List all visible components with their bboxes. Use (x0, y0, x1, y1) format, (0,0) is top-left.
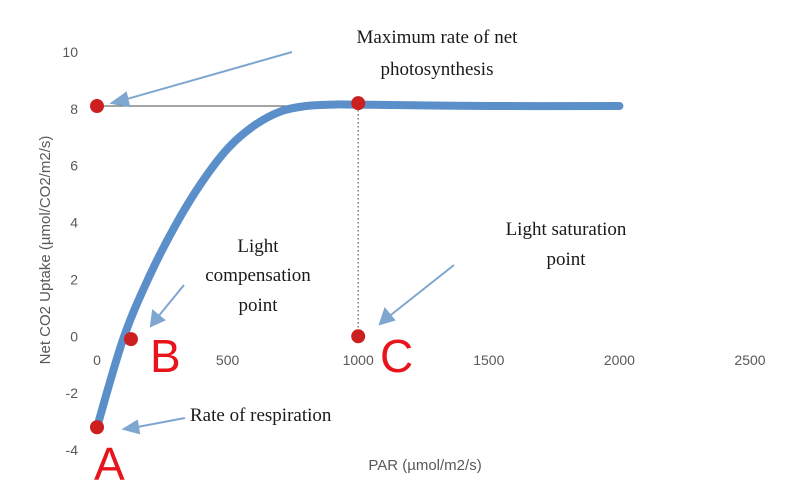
annotation-arrows (109, 51, 455, 435)
x-tick-1000: 1000 (343, 352, 374, 368)
y-tick-2: 2 (70, 271, 78, 287)
y-tick-8: 8 (70, 101, 78, 117)
annotation-compensation-line1: Light (237, 236, 279, 257)
annotation-saturation-line2: point (546, 249, 586, 270)
y-tick-neg2: -2 (66, 385, 79, 401)
x-tick-0: 0 (93, 352, 101, 368)
annotation-max-rate-line1: Maximum rate of net (357, 27, 519, 48)
annotation-max-rate-line2: photosynthesis (381, 59, 494, 80)
point-label-a: A (94, 438, 125, 490)
marker-point-2 (351, 96, 366, 111)
x-tick-2000: 2000 (604, 352, 635, 368)
max-rate-arrow-line (119, 51, 293, 102)
marker-point-3 (123, 332, 138, 347)
y-tick-0: 0 (70, 328, 78, 344)
point-label-b: B (150, 330, 181, 382)
compensation-arrow-line (156, 284, 185, 319)
point-label-c: C (380, 330, 413, 382)
saturation-arrow-line (386, 264, 455, 319)
y-tick-neg4: -4 (66, 442, 79, 458)
y-tick-6: 6 (70, 158, 78, 174)
x-tick-labels: 0 500 1000 1500 2000 2500 (93, 352, 766, 368)
x-tick-1500: 1500 (473, 352, 504, 368)
annotation-compensation-line3: point (238, 295, 278, 316)
photosynthesis-curve (93, 100, 624, 432)
annotation-respiration: Rate of respiration (190, 405, 332, 426)
compensation-arrowhead (149, 309, 166, 328)
y-tick-labels: -4 -2 0 2 4 6 8 10 (62, 44, 78, 458)
marker-point-5 (90, 420, 104, 435)
marker-point-1 (90, 99, 104, 114)
x-tick-500: 500 (216, 352, 240, 368)
y-tick-10: 10 (62, 44, 78, 60)
y-tick-4: 4 (70, 215, 78, 231)
x-axis-title: PAR (µmol/m2/s) (368, 457, 481, 474)
max-rate-arrowhead (109, 91, 131, 108)
data-markers (90, 96, 366, 435)
y-axis-title: Net CO2 Uptake (µmol/CO2/m2/s) (37, 136, 54, 365)
x-tick-2500: 2500 (734, 352, 765, 368)
respiration-arrow-line (131, 417, 186, 429)
annotation-compensation-line2: compensation (205, 265, 311, 286)
annotation-saturation-line1: Light saturation (506, 219, 627, 240)
saturation-arrowhead (378, 306, 396, 326)
respiration-arrowhead (121, 419, 141, 435)
marker-point-4 (351, 329, 366, 344)
